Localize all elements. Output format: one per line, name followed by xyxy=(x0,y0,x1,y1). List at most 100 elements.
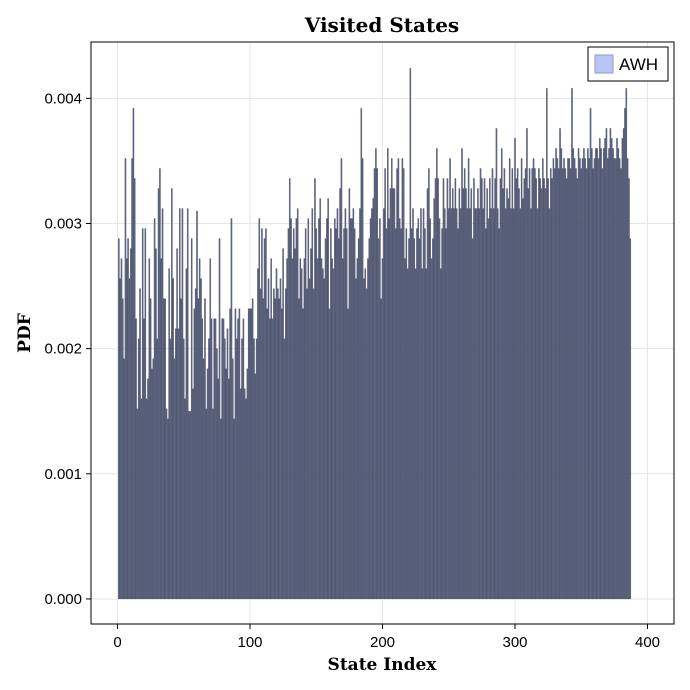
bar xyxy=(273,288,275,600)
bar xyxy=(432,238,434,600)
bar xyxy=(511,168,514,600)
bar xyxy=(470,188,473,600)
bar xyxy=(135,318,137,600)
bar xyxy=(266,308,269,600)
bar xyxy=(359,208,361,600)
bar xyxy=(421,268,424,600)
bar xyxy=(593,158,596,600)
bar xyxy=(610,138,613,600)
bar xyxy=(454,178,457,600)
bar xyxy=(600,148,602,600)
bar xyxy=(507,198,510,600)
bar xyxy=(156,338,159,600)
bar xyxy=(261,228,263,600)
bar xyxy=(580,168,583,600)
bar xyxy=(360,108,363,600)
bar xyxy=(393,188,396,600)
bar xyxy=(307,218,310,600)
bar xyxy=(152,358,155,600)
y-axis-label: PDF xyxy=(15,313,35,353)
bar xyxy=(202,358,205,600)
bar xyxy=(204,298,206,600)
bar xyxy=(473,178,475,600)
bar xyxy=(281,308,283,600)
bar xyxy=(522,198,524,600)
bar xyxy=(145,398,148,600)
bar xyxy=(120,258,123,600)
bar xyxy=(372,198,375,600)
bar xyxy=(287,228,290,600)
bar xyxy=(238,308,241,600)
bar xyxy=(490,208,492,600)
bar xyxy=(616,138,618,600)
bar xyxy=(617,148,620,600)
bar xyxy=(299,258,302,600)
bar xyxy=(151,368,153,600)
bar xyxy=(408,238,410,600)
bar xyxy=(567,158,569,600)
bar xyxy=(340,158,343,600)
bar xyxy=(302,308,304,600)
bar xyxy=(339,188,341,600)
bar xyxy=(599,138,601,600)
bar xyxy=(585,168,588,600)
bar xyxy=(335,228,337,600)
bar xyxy=(245,398,247,600)
bar xyxy=(375,148,377,600)
bar xyxy=(577,148,580,600)
bar xyxy=(319,198,322,600)
bar xyxy=(544,188,547,600)
bar xyxy=(235,338,238,600)
bar xyxy=(404,258,406,600)
bar xyxy=(314,178,316,600)
bar xyxy=(463,168,466,600)
bar xyxy=(398,218,401,600)
bar xyxy=(337,238,340,600)
bar xyxy=(495,128,498,600)
bar xyxy=(320,258,323,600)
bar xyxy=(310,248,312,600)
bar xyxy=(628,178,630,600)
bar xyxy=(298,298,300,600)
bar xyxy=(451,188,454,600)
bar xyxy=(233,418,235,600)
bar xyxy=(306,288,308,600)
bar xyxy=(163,298,165,600)
bar xyxy=(250,308,253,600)
bar xyxy=(528,168,531,600)
y-tick-label: 0.001 xyxy=(44,466,82,483)
bar xyxy=(176,248,178,600)
bar xyxy=(255,338,258,600)
bar xyxy=(186,208,189,600)
bar xyxy=(601,168,604,600)
bar xyxy=(486,188,488,600)
bar xyxy=(483,178,486,600)
bar xyxy=(405,228,408,600)
bar xyxy=(572,148,575,600)
bar xyxy=(332,268,335,600)
bar xyxy=(351,218,353,600)
bar xyxy=(225,368,227,600)
bar xyxy=(214,318,217,600)
bar xyxy=(356,258,359,600)
x-tick-label: 200 xyxy=(370,634,395,651)
bar xyxy=(514,138,516,600)
bar xyxy=(379,218,381,600)
bar xyxy=(584,158,587,600)
bar xyxy=(123,358,125,600)
bar xyxy=(543,178,545,600)
bar xyxy=(565,178,568,600)
bar xyxy=(312,288,315,600)
bar xyxy=(491,168,494,600)
bar xyxy=(402,168,405,600)
bar xyxy=(583,148,585,600)
bar xyxy=(343,228,345,600)
bar xyxy=(424,228,426,600)
bar xyxy=(228,378,230,600)
bar xyxy=(324,238,327,600)
bar xyxy=(553,168,556,600)
bar xyxy=(178,208,181,600)
bar xyxy=(569,168,572,600)
bar xyxy=(161,208,164,600)
bar xyxy=(198,258,201,600)
